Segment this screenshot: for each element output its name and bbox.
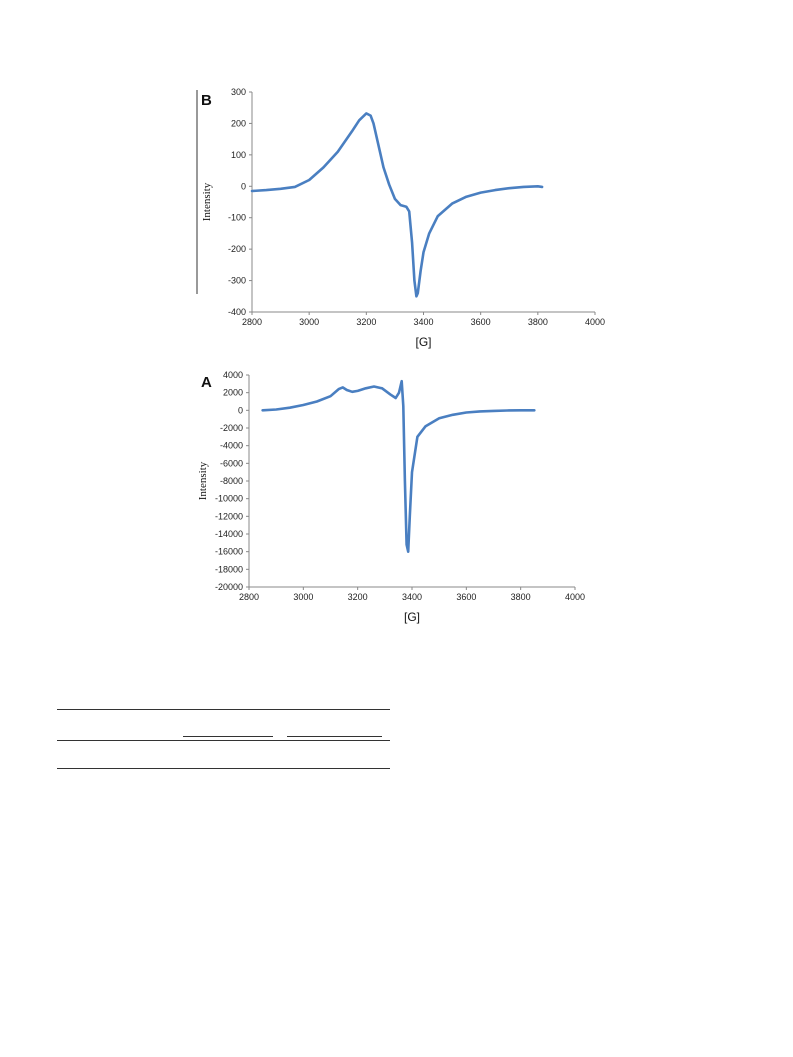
chart-panel-a: 4000 2000 0 -2000 -4000 -6000 -8000 -10000 -1200…	[190, 364, 590, 628]
chart-a-y-tick-label: -16000	[215, 547, 243, 557]
chart-a-series-line	[261, 379, 536, 553]
table-header-rule-1	[183, 736, 273, 737]
chart-a-y-tick-label: -8000	[220, 476, 243, 486]
chart-a-x-tick-label: 3000	[293, 592, 313, 602]
chart-b-series-line	[250, 112, 544, 298]
chart-a-y-tick-label: -12000	[215, 511, 243, 521]
chart-b-y-tick-label: 100	[231, 150, 246, 160]
table-mid-rule	[57, 740, 390, 741]
chart-b-panel-letter: B	[201, 92, 212, 109]
table-header-rule-2	[287, 736, 382, 737]
chart-a-x-tick-label: 3200	[348, 592, 368, 602]
chart-b-y-tick-label: -400	[228, 307, 246, 317]
chart-panel-b: 300 200 100 0 -100 -200 -300 -400 2800 3000 3200 34…	[190, 82, 610, 354]
chart-b-x-tick-label: 4000	[585, 317, 605, 327]
chart-a-panel-letter: A	[201, 374, 212, 391]
chart-a-y-tick-label: -18000	[215, 564, 243, 574]
chart-a-x-tick-label: 4000	[565, 592, 585, 602]
chart-a-y-tick-label: -2000	[220, 423, 243, 433]
chart-b-y-axis-title: Intensity	[201, 182, 213, 221]
chart-a-y-tick-label: 4000	[223, 370, 243, 380]
chart-b-x-tick-label: 3000	[299, 317, 319, 327]
chart-a-x-tick-label: 3600	[456, 592, 476, 602]
chart-a-y-tick-label: 2000	[223, 388, 243, 398]
chart-a-y-tick-label: -10000	[215, 494, 243, 504]
table-top-rule	[57, 709, 390, 710]
chart-a-y-tick-label: -4000	[220, 441, 243, 451]
chart-a-y-axis-title: Intensity	[197, 461, 209, 500]
chart-a-x-axis-title: [G]	[404, 610, 420, 624]
chart-a-svg: 4000 2000 0 -2000 -4000 -6000 -8000 -10000 -1200…	[197, 370, 585, 624]
table-bottom-rule	[57, 768, 390, 769]
chart-a-y-tick-label: -6000	[220, 458, 243, 468]
chart-a-y-tick-label: 0	[238, 405, 243, 415]
chart-b-x-axis-title: [G]	[415, 335, 431, 349]
chart-a-x-tick-label: 3400	[402, 592, 422, 602]
chart-b-x-tick-label: 3200	[356, 317, 376, 327]
chart-a-x-tick-label: 3800	[511, 592, 531, 602]
chart-b-x-tick-label: 3400	[413, 317, 433, 327]
chart-a-y-tick-label: -14000	[215, 529, 243, 539]
chart-b-y-tick-label: -100	[228, 213, 246, 223]
chart-a-y-tick-label: -20000	[215, 582, 243, 592]
chart-b-x-tick-label: 2800	[242, 317, 262, 327]
chart-b-x-tick-label: 3800	[528, 317, 548, 327]
chart-a-x-tick-label: 2800	[239, 592, 259, 602]
chart-b-y-tick-label: -200	[228, 244, 246, 254]
chart-b-y-tick-label: -300	[228, 276, 246, 286]
chart-b-y-tick-label: 200	[231, 118, 246, 128]
chart-b-y-tick-label: 300	[231, 87, 246, 97]
chart-b-x-tick-label: 3600	[471, 317, 491, 327]
chart-b-y-tick-label: 0	[241, 181, 246, 191]
